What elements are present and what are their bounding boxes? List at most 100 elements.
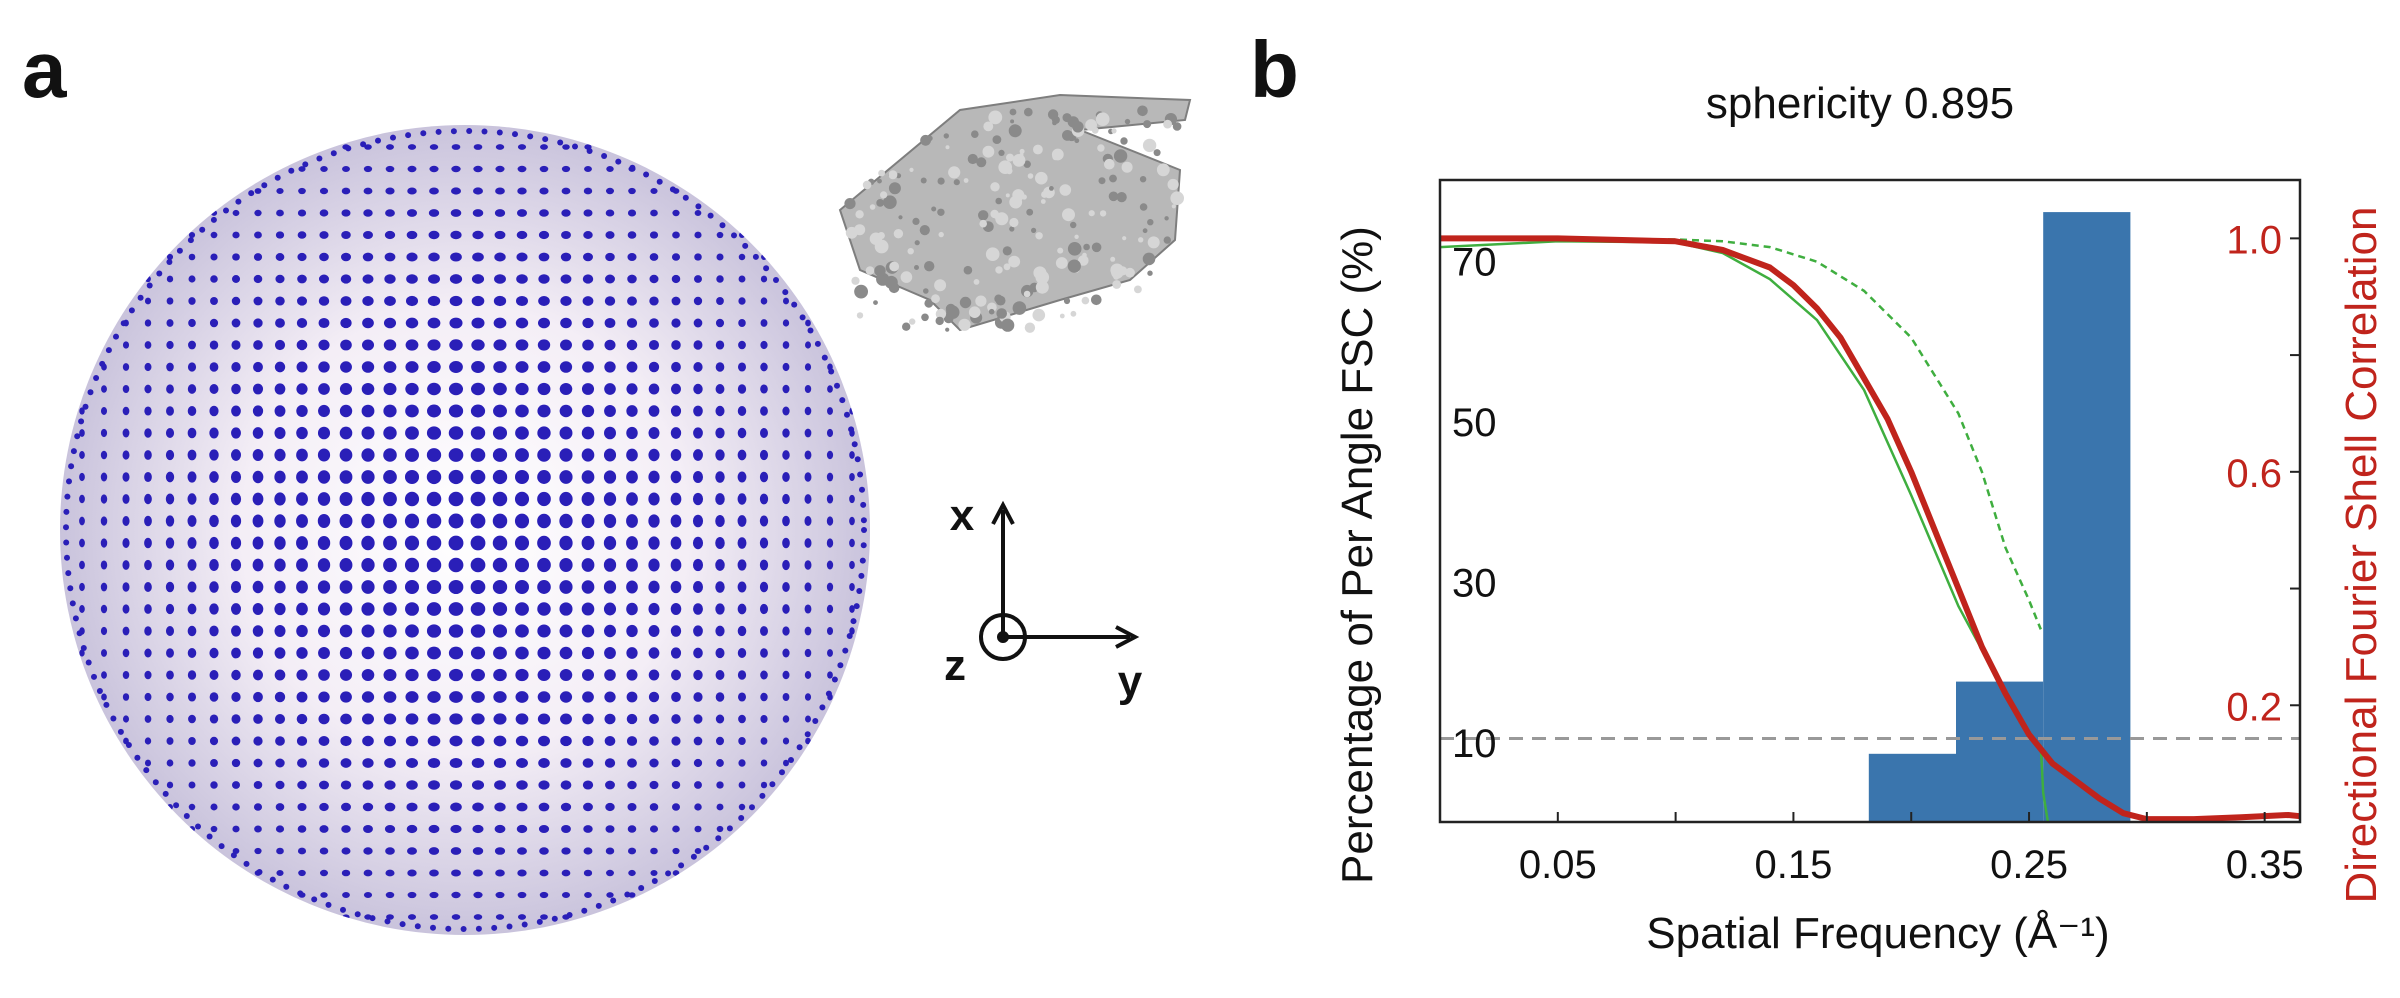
sphere-point	[339, 470, 353, 484]
density-map-speck	[1172, 122, 1182, 131]
sphere-point	[560, 296, 572, 306]
sphere-point	[561, 230, 571, 240]
sphere-point	[195, 823, 201, 830]
sphere-point	[605, 252, 615, 262]
sphere-point	[716, 803, 724, 811]
sphere-point	[362, 735, 374, 747]
sphere-point	[122, 363, 130, 371]
sphere-point	[235, 198, 242, 205]
sphere-point	[648, 405, 660, 417]
sphere-point	[492, 624, 508, 638]
sphere-point	[404, 535, 420, 551]
sphere-point	[450, 187, 462, 195]
density-map-speck	[1063, 297, 1071, 305]
sphere-point	[231, 318, 241, 328]
sphere-point	[166, 670, 174, 680]
sphere-point	[383, 624, 397, 638]
sphere-point	[670, 558, 682, 572]
sphere-point	[451, 165, 461, 173]
sphere-point	[694, 848, 702, 854]
sphere-point	[165, 559, 175, 571]
sphere-point	[760, 692, 768, 702]
sphere-point	[252, 492, 264, 506]
sphere-point	[339, 580, 353, 594]
sphere-point	[340, 758, 352, 768]
sphere-point	[738, 232, 746, 238]
sphere-point	[87, 389, 94, 396]
sphere-point	[100, 516, 108, 526]
density-map-speck	[874, 265, 886, 277]
sphere-point	[296, 426, 308, 440]
density-map-speck	[968, 306, 981, 319]
sphere-point	[671, 340, 681, 350]
sphere-point	[274, 691, 286, 703]
sphere-point	[406, 757, 418, 769]
sphere-point	[493, 646, 507, 660]
sphere-point	[737, 406, 747, 416]
sphere-point	[582, 361, 594, 373]
sphere-point	[165, 537, 175, 549]
sphere-point	[496, 129, 503, 136]
sphere-point	[627, 825, 637, 833]
density-map-speck	[1070, 310, 1077, 317]
sphere-point	[405, 382, 419, 396]
sphere-point	[671, 736, 681, 746]
sphere-point	[79, 451, 85, 459]
sphere-point	[319, 252, 329, 262]
sphere-point	[101, 671, 107, 679]
sphere-point	[671, 274, 681, 284]
sphere-point	[782, 582, 790, 592]
sphere-point	[406, 824, 418, 834]
sphere-point	[626, 602, 638, 616]
density-map-speck	[1078, 255, 1089, 266]
sphere-point	[850, 618, 857, 625]
sphere-point	[405, 404, 419, 418]
sphere-point	[450, 824, 462, 834]
sphere-point	[492, 469, 508, 485]
sphere-point	[605, 231, 615, 239]
sphere-point	[782, 737, 790, 745]
density-map-speck	[943, 133, 949, 139]
sphere-point	[128, 307, 135, 314]
sphere-point	[517, 847, 527, 855]
sphere-point	[752, 253, 759, 260]
sphere-point	[428, 209, 440, 217]
sphere-point	[405, 132, 412, 139]
z-axis-dot	[997, 631, 1009, 643]
sphere-point	[274, 669, 286, 681]
sphere-point	[494, 252, 506, 262]
sphere-point	[404, 513, 420, 529]
sphere-point	[693, 449, 703, 461]
sphere-point	[297, 231, 307, 239]
density-map-speck	[1121, 161, 1133, 173]
sphere-point	[253, 340, 263, 350]
sphere-point	[692, 581, 704, 593]
density-map-speck	[869, 204, 876, 210]
sphere-point	[105, 347, 112, 354]
sphere-point	[648, 602, 660, 616]
sphere-point	[230, 603, 242, 615]
density-map-speck	[1009, 217, 1019, 228]
sphere-point	[79, 605, 85, 613]
sphere-point	[603, 536, 617, 550]
sphere-point	[144, 406, 152, 416]
sphere-point	[715, 647, 725, 659]
sphere-point	[122, 406, 130, 416]
sphere-point	[252, 558, 264, 572]
sphere-point	[604, 691, 616, 703]
sphere-point	[426, 579, 442, 595]
sphere-point	[231, 714, 241, 724]
sphere-point	[405, 317, 419, 329]
sphere-point	[472, 802, 484, 812]
density-map-speck	[948, 166, 961, 179]
density-map-speck	[924, 298, 934, 308]
sphere-point	[782, 559, 790, 571]
sphere-point	[420, 130, 427, 137]
sphere-point	[782, 450, 790, 460]
sphere-point	[256, 869, 263, 875]
sphere-point	[782, 670, 790, 680]
sphere-point	[426, 426, 442, 440]
panel-b-label: b	[1250, 25, 1299, 114]
sphere-point	[339, 383, 353, 395]
sphere-point	[581, 492, 595, 506]
